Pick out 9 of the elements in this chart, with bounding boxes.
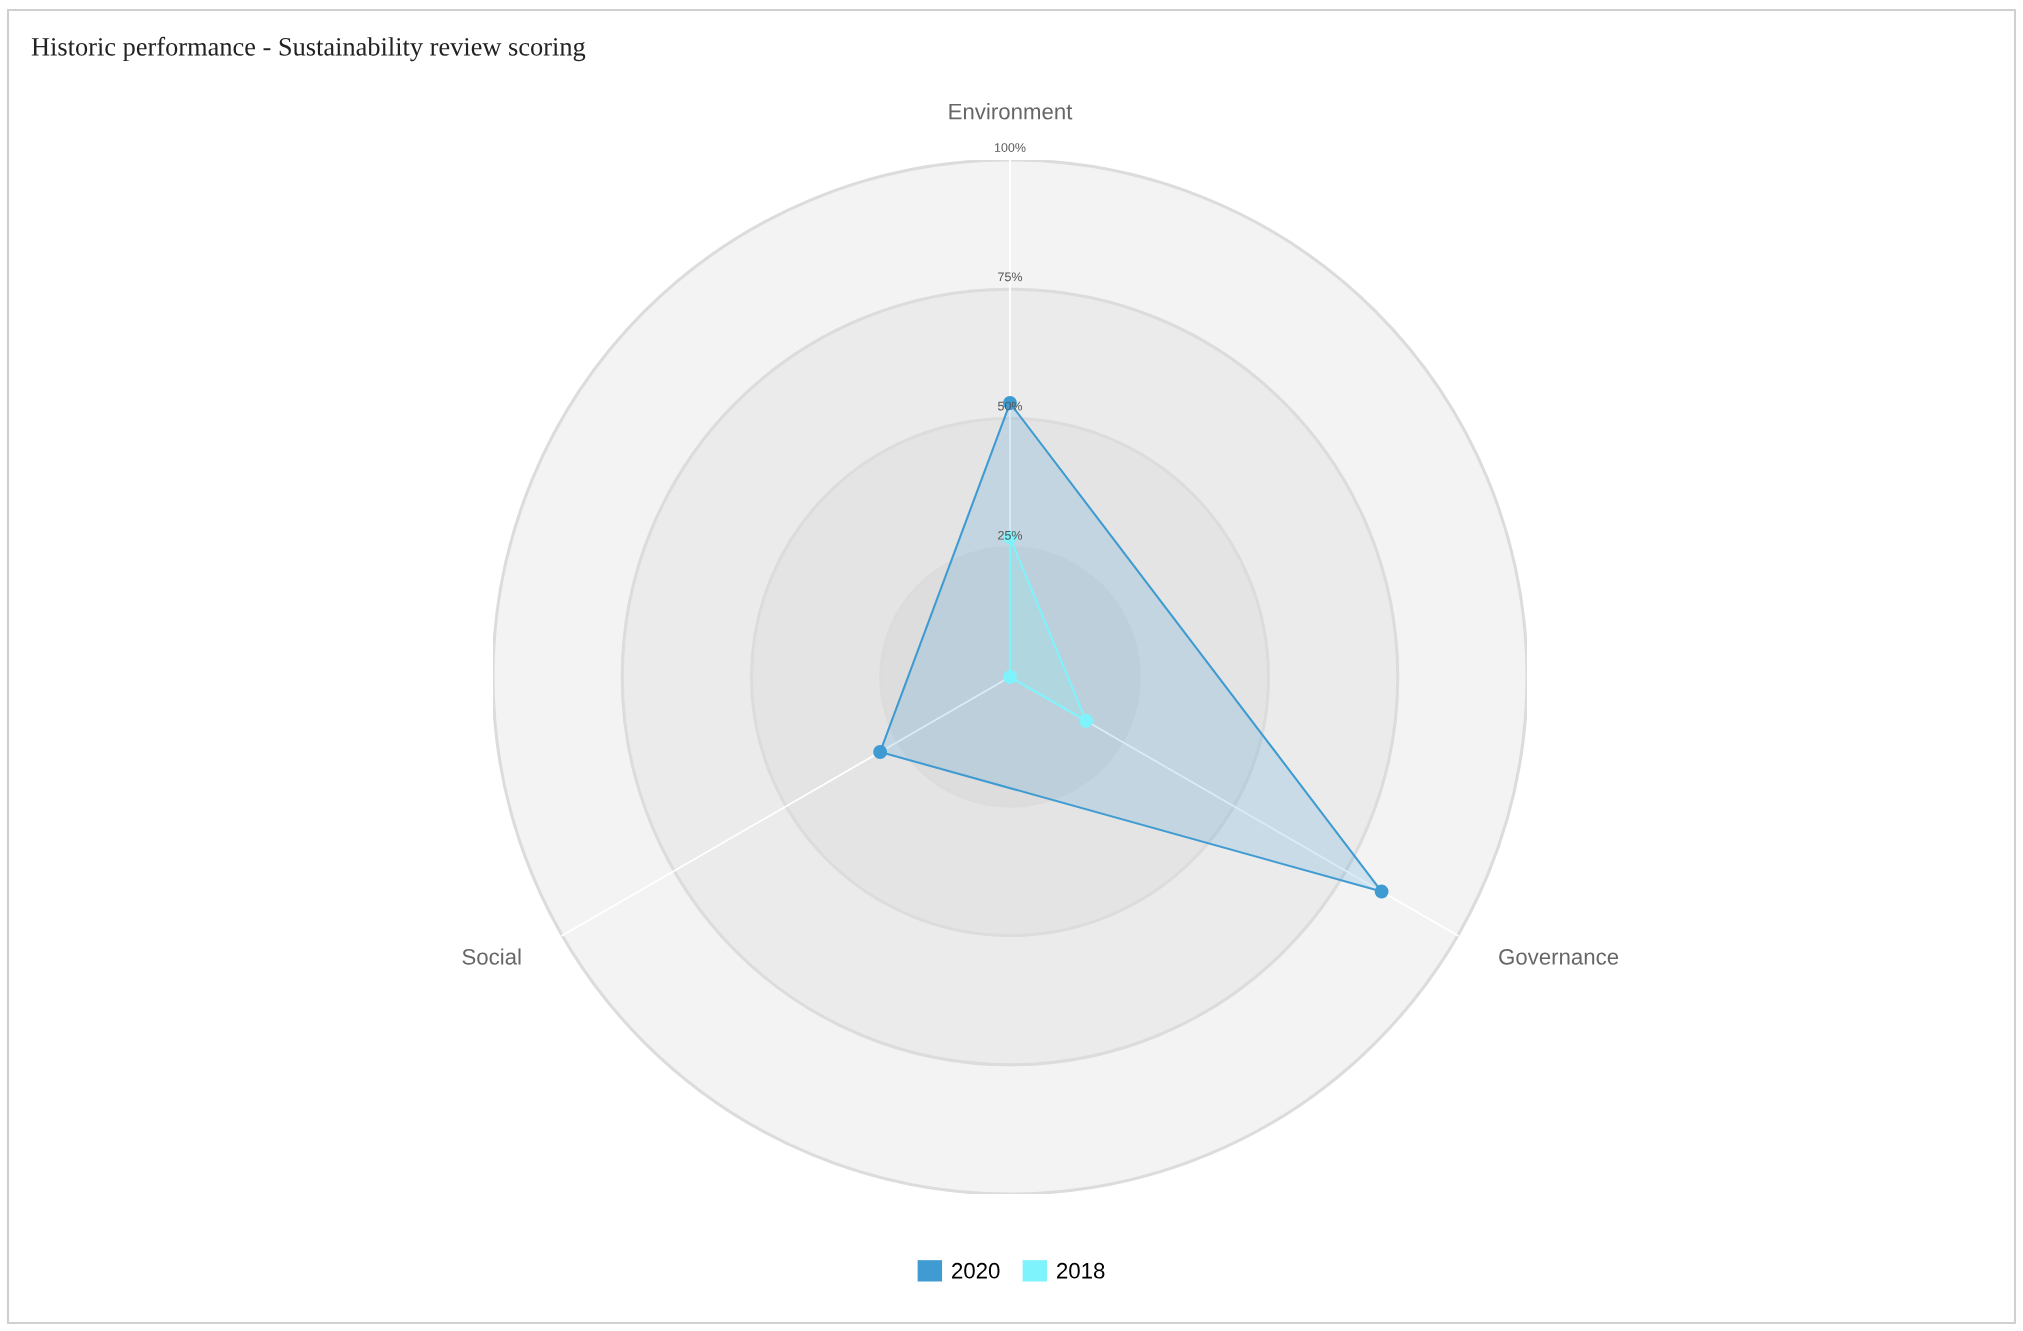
y-tick-label: 25% bbox=[998, 530, 1023, 540]
spoke-label: Social bbox=[462, 948, 521, 965]
spoke-label: Governance bbox=[1499, 948, 1619, 965]
y-tick-label: 100% bbox=[994, 143, 1026, 152]
chart-title: Historic performance - Sustainability review scoring bbox=[31, 36, 586, 62]
legend-label: 2018 bbox=[1057, 1262, 1105, 1279]
legend-label: 2020 bbox=[952, 1262, 1000, 1279]
y-tick-label: 75% bbox=[998, 272, 1023, 282]
spoke-label: Environment bbox=[949, 103, 1073, 120]
